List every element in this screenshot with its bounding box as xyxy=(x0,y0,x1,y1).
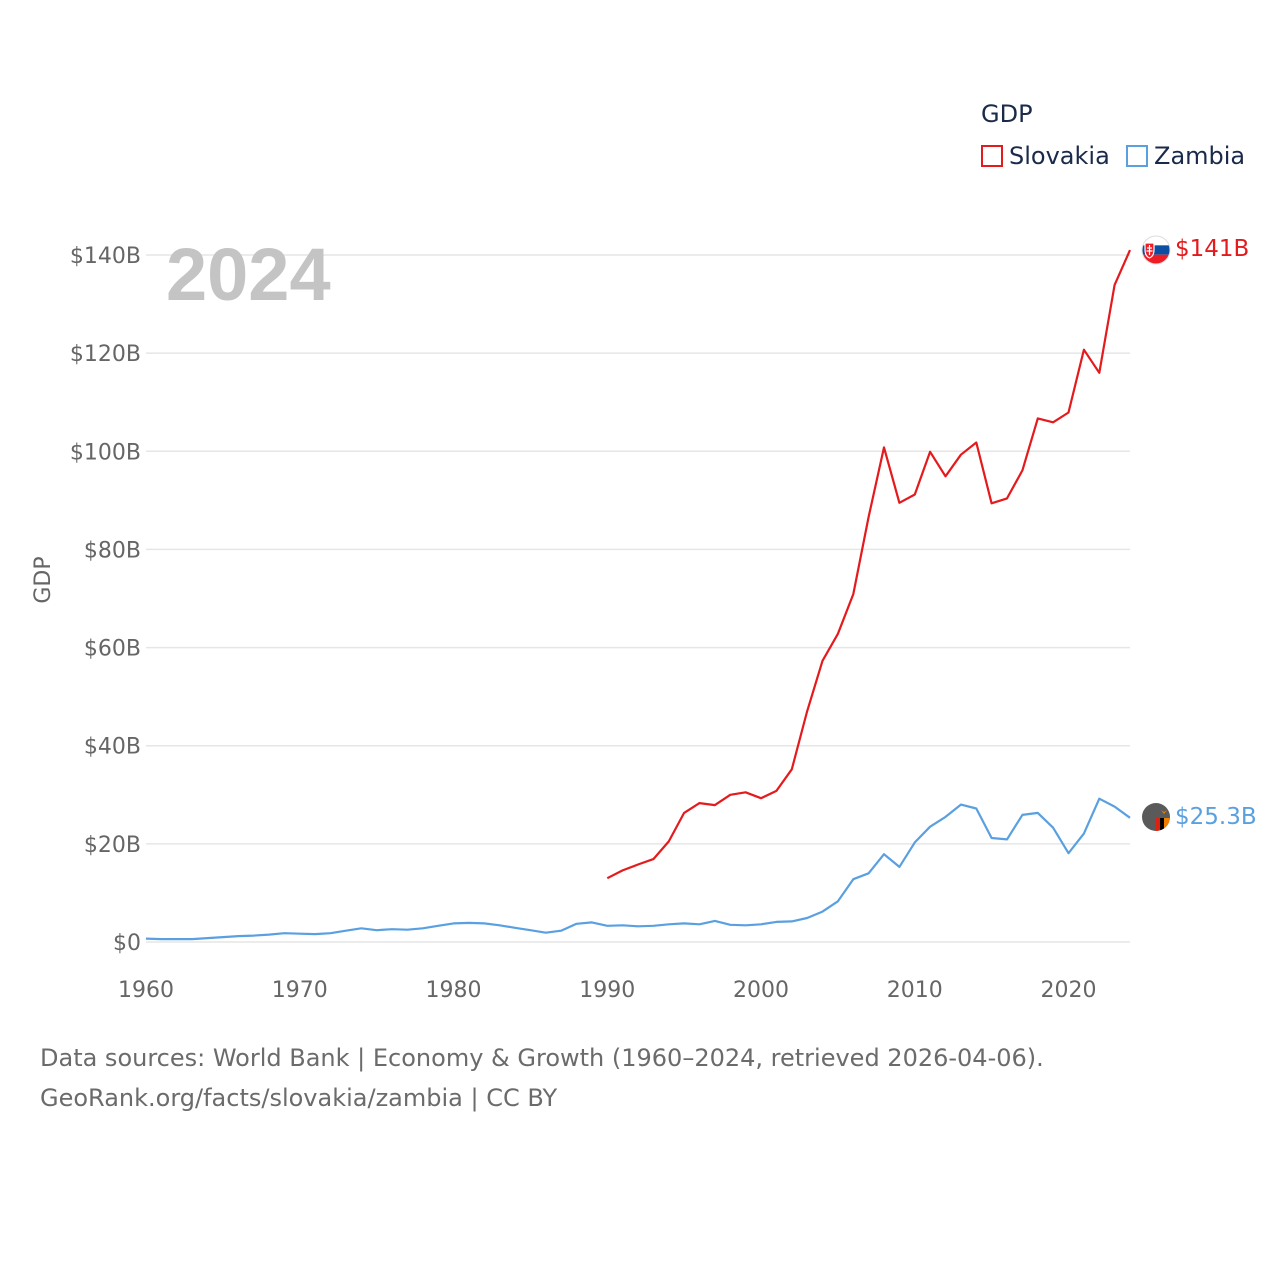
slovakia-swatch-icon xyxy=(981,145,1003,167)
x-tick-labels: 1960 1970 1980 1990 2000 2010 2020 xyxy=(118,978,1097,1003)
legend-item-zambia[interactable]: Zambia xyxy=(1126,142,1245,170)
legend-title: GDP xyxy=(981,100,1033,128)
zambia-flag-icon xyxy=(1142,803,1170,831)
y-tick-label: $60B xyxy=(84,637,141,662)
y-tick-label: $0 xyxy=(113,931,141,956)
grid-lines xyxy=(146,254,1130,943)
x-tick-label: 2020 xyxy=(1041,978,1097,1003)
series-lines xyxy=(145,249,1132,941)
y-axis-title: GDP xyxy=(31,556,56,603)
y-tick-labels: $0 $20B $40B $60B $80B $100B $120B $140B xyxy=(70,244,141,956)
zambia-end-label: $25.3B xyxy=(1175,804,1257,830)
y-tick-label: $140B xyxy=(70,244,141,269)
footer-sources: Data sources: World Bank | Economy & Gro… xyxy=(40,1044,1044,1072)
zambia-swatch-icon xyxy=(1126,145,1148,167)
slovakia-flag-icon xyxy=(1141,235,1171,265)
x-tick-label: 1990 xyxy=(579,978,635,1003)
y-tick-label: $40B xyxy=(84,735,141,760)
slovakia-end-label: $141B xyxy=(1175,236,1249,262)
year-watermark: 2024 xyxy=(166,233,331,316)
x-tick-label: 2000 xyxy=(733,978,789,1003)
legend-label-zambia: Zambia xyxy=(1154,142,1246,170)
x-tick-label: 1960 xyxy=(118,978,174,1003)
y-tick-label: $80B xyxy=(84,538,141,563)
legend-label-slovakia: Slovakia xyxy=(1009,142,1110,170)
x-tick-label: 2010 xyxy=(887,978,943,1003)
legend-item-slovakia[interactable]: Slovakia xyxy=(981,142,1110,170)
series-line-slovakia xyxy=(606,249,1132,880)
y-tick-label: $20B xyxy=(84,833,141,858)
series-end-markers xyxy=(1141,235,1171,831)
x-tick-label: 1970 xyxy=(272,978,328,1003)
footer-credit: GeoRank.org/facts/slovakia/zambia | CC B… xyxy=(40,1084,558,1112)
x-tick-label: 1980 xyxy=(426,978,482,1003)
series-line-zambia xyxy=(145,797,1131,941)
y-tick-label: $120B xyxy=(70,342,141,367)
y-tick-label: $100B xyxy=(70,440,141,465)
